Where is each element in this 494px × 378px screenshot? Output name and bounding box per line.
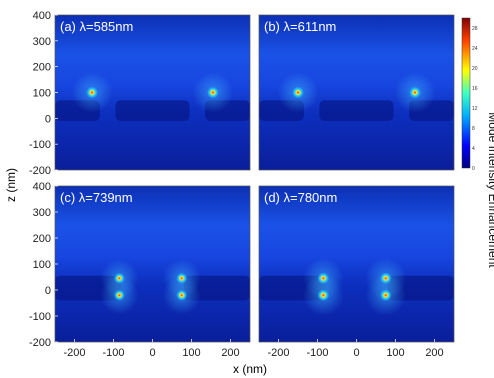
hotspot (113, 289, 125, 301)
hotspot (292, 86, 304, 99)
y-axis-label: z (nm) (4, 168, 18, 202)
field-background (259, 186, 454, 342)
x-tick-label: 0 (149, 347, 155, 359)
heatmap-panel: (b) λ=611nm (258, 14, 455, 171)
panel-title: (c) λ=739nm (60, 190, 133, 205)
panel-title: (b) λ=611nm (264, 19, 336, 34)
y-tick-label: -200 (29, 337, 51, 349)
nanostructure-block (115, 100, 190, 121)
y-tick-label: 100 (33, 259, 51, 271)
colorbar: 0 4 8 12 16 20 24 28 (461, 17, 478, 172)
x-tick-label: 200 (221, 347, 239, 359)
panel-title: (d) λ=780nm (264, 190, 337, 205)
y-tick-label: -200 (29, 165, 51, 177)
panel-frame (258, 14, 455, 171)
y-tick-label: 400 (33, 10, 51, 22)
heatmap-panel: (a) λ=585nm -200 -100 0 100 200 300 400 (29, 10, 251, 177)
colorbar-tick-label: 0 (472, 166, 475, 172)
hotspot (317, 289, 330, 302)
colorbars: 0 4 8 12 16 20 24 28 (461, 17, 478, 172)
x-tick-label: 200 (425, 347, 443, 359)
y-tick-label: 200 (33, 62, 51, 74)
hotspot (86, 86, 98, 99)
y-tick-label: 200 (33, 233, 51, 245)
x-tick-label: -200 (63, 347, 85, 359)
colorbar-tick-label: 12 (472, 106, 478, 112)
x-tick-label: -200 (267, 347, 289, 359)
colorbar-scale (461, 17, 471, 169)
y-tick-label: 400 (33, 181, 51, 193)
colorbar-tick-label: 20 (472, 66, 478, 72)
y-tick-label: 300 (33, 36, 51, 48)
colorbar-tick-label: 16 (472, 86, 478, 92)
x-tick-label: 0 (353, 347, 359, 359)
x-tick-label: -100 (306, 347, 328, 359)
y-tick-label: 100 (33, 88, 51, 100)
nanostructure-block (319, 100, 394, 121)
y-tick-label: 0 (45, 113, 51, 125)
hotspot (207, 86, 219, 99)
hotspot (176, 289, 188, 301)
y-tick-label: 0 (45, 285, 51, 297)
colorbar-label: Mode Intensity Enhancement (486, 112, 494, 268)
x-tick-label: 100 (182, 347, 200, 359)
x-axis-label: x (nm) (233, 362, 267, 376)
y-tick-label: 300 (33, 207, 51, 219)
y-tick-label: -100 (29, 311, 51, 323)
colorbar-tick-label: 28 (472, 26, 478, 32)
colorbar-tick-label: 8 (472, 126, 475, 132)
colorbar-tick-label: 4 (472, 146, 475, 152)
y-tick-label: -100 (29, 139, 51, 151)
heatmap-panel: (d) λ=780nm -200 -100 0 100 200 (258, 185, 455, 359)
hotspot (409, 86, 421, 99)
field-background (55, 186, 250, 342)
x-tick-label: -100 (102, 347, 124, 359)
heatmap-panel: (c) λ=739nm -200 -100 0 100 200 300 400 -200 -100… (29, 181, 251, 359)
panel-title: (a) λ=585nm (60, 19, 133, 34)
heatmap-panels: (a) λ=585nm -200 -100 0 100 200 300 400 (b) λ=61… (29, 10, 455, 359)
hotspot (379, 289, 392, 302)
colorbar-tick-label: 24 (472, 46, 478, 52)
x-tick-label: 100 (386, 347, 404, 359)
